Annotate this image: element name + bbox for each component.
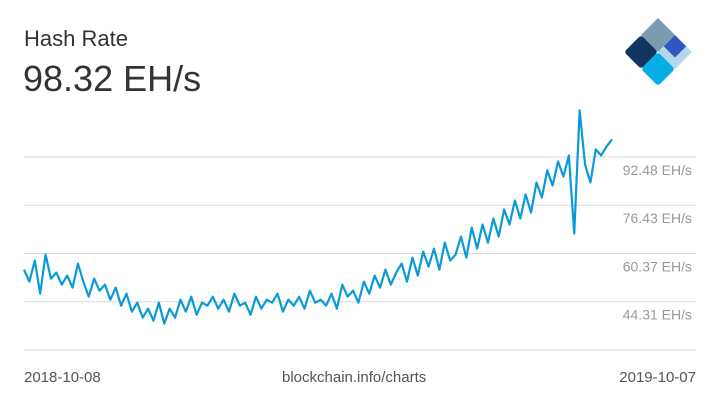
chart-title: Hash Rate: [24, 26, 128, 51]
series-line-hash-rate: [22, 109, 613, 325]
x-start-label: 2018-10-08: [24, 369, 101, 386]
y-tick-label: 44.31 EH/s: [623, 307, 692, 323]
x-end-label: 2019-10-07: [619, 369, 696, 386]
y-tick-label: 60.37 EH/s: [623, 258, 692, 274]
y-tick-label: 76.43 EH/s: [623, 210, 692, 226]
current-value: 98.32 EH/s: [23, 58, 202, 99]
source-link[interactable]: blockchain.info/charts: [282, 369, 427, 386]
blockchain-logo-icon: [625, 18, 692, 85]
y-tick-label: 92.48 EH/s: [623, 162, 692, 178]
